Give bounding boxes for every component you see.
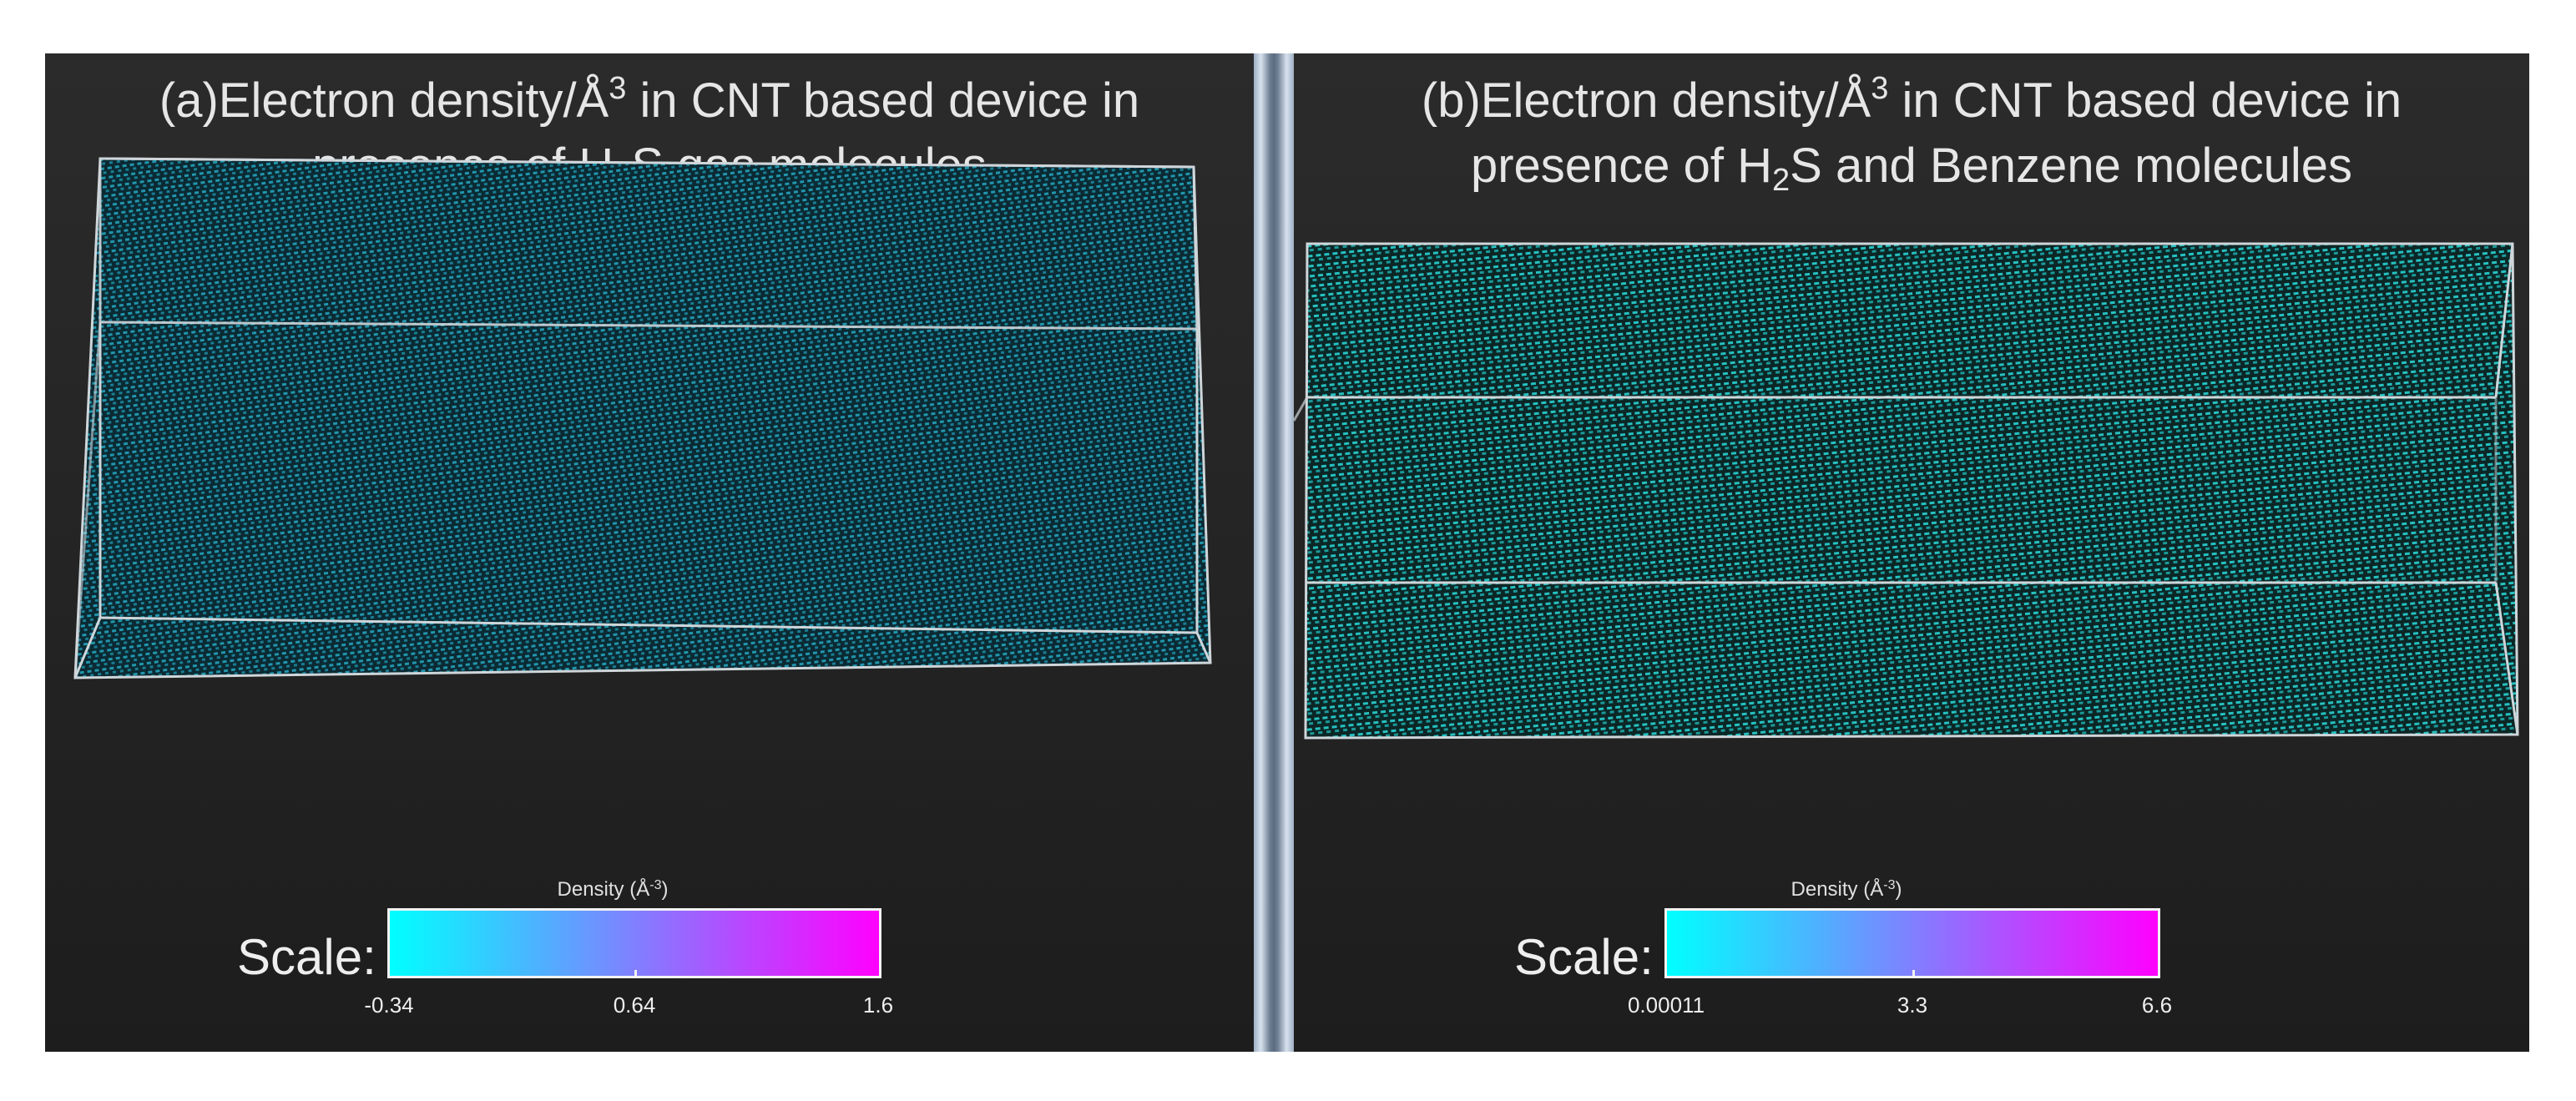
panel-b-title-line2: presence of H: [1470, 139, 1773, 193]
panel-a-colorbar: [387, 908, 881, 978]
panel-b-title: (b)Electron density/Å3 in CNT based devi…: [1294, 68, 2529, 199]
panel-a-scale-title-sup: -3: [649, 878, 662, 892]
panel-a-title-sup: 3: [609, 71, 627, 106]
panel-a-colorbar-max-label: 1.6: [862, 992, 894, 1018]
panel-divider: [1254, 53, 1294, 1052]
panel-b-colorbar-min-label: 0.00011: [1627, 992, 1705, 1018]
panel-b-scale-title-text: Density (Å: [1791, 878, 1884, 901]
panel-a-colorbar-min-label: -0.34: [364, 992, 414, 1018]
panel-a-colorbar-mid-label: 0.64: [613, 992, 656, 1018]
panel-b-colorbar-mid-tick: [1912, 970, 1915, 978]
panel-b-scale-label: Scale:: [1514, 929, 1654, 985]
panel-a-scale-title: Density (Å-3): [487, 878, 738, 902]
panel-b-scale-title-sup: -3: [1883, 878, 1896, 892]
panel-b-title-line1: (b)Electron density/Å: [1421, 73, 1871, 128]
panel-b-colorbar-max-label: 6.6: [2141, 992, 2173, 1018]
panel-a-colorbar-mid-tick: [634, 970, 637, 978]
panel-a: (a)Electron density/Å3 in CNT based devi…: [45, 53, 1254, 1052]
panel-b-colorbar: [1664, 908, 2160, 978]
panel-a-density-box: [73, 157, 1212, 679]
panel-b-scale-title-suffix: ): [1895, 878, 1902, 901]
panel-b-title-line2-suffix: S and Benzene molecules: [1790, 139, 2353, 193]
panel-b: (b)Electron density/Å3 in CNT based devi…: [1294, 53, 2529, 1052]
panel-b-wireframe: [1294, 242, 2519, 740]
panel-b-colorbar-mid-label: 3.3: [1897, 992, 1928, 1018]
panel-a-scale-title-text: Density (Å: [557, 878, 650, 901]
panel-b-volume: [1306, 244, 2518, 738]
panel-b-title-sup: 3: [1871, 71, 1889, 106]
panel-a-scale-title-suffix: ): [661, 878, 669, 901]
panel-a-scale-label: Scale:: [237, 929, 376, 985]
panel-b-scale-title: Density (Å-3): [1721, 878, 1972, 902]
panel-a-title-line1-suffix: in CNT based device in: [626, 73, 1140, 128]
panel-b-title-sub: 2: [1772, 163, 1791, 198]
panel-a-wireframe: [73, 157, 1212, 679]
panel-a-title-line1: (a)Electron density/Å: [159, 73, 609, 128]
panel-a-volume: [75, 159, 1210, 678]
panel-b-title-line1-suffix: in CNT based device in: [1888, 73, 2402, 128]
panel-b-density-box: [1294, 242, 2519, 740]
